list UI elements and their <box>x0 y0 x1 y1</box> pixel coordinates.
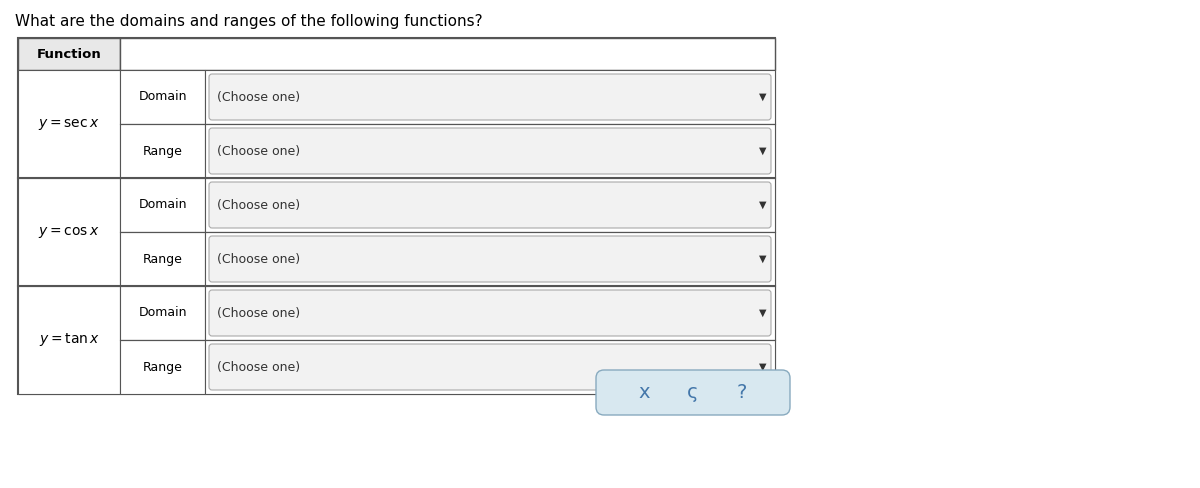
Text: Domain: Domain <box>138 90 187 103</box>
Text: Range: Range <box>143 252 182 265</box>
FancyBboxPatch shape <box>209 128 772 174</box>
Bar <box>120 70 205 124</box>
Bar <box>120 232 205 286</box>
FancyBboxPatch shape <box>209 344 772 390</box>
Text: Range: Range <box>143 361 182 373</box>
Text: x: x <box>638 383 650 402</box>
Text: What are the domains and ranges of the following functions?: What are the domains and ranges of the f… <box>14 14 482 29</box>
Bar <box>120 286 205 340</box>
Text: ς: ς <box>688 383 698 402</box>
Text: Domain: Domain <box>138 199 187 211</box>
Bar <box>205 232 775 286</box>
Bar <box>120 340 205 394</box>
Bar <box>18 70 120 178</box>
Bar <box>205 178 775 232</box>
Bar <box>205 70 775 124</box>
Text: ▼: ▼ <box>758 308 766 318</box>
FancyBboxPatch shape <box>209 74 772 120</box>
Text: ▼: ▼ <box>758 200 766 210</box>
Text: ▼: ▼ <box>758 362 766 372</box>
Text: ▼: ▼ <box>758 92 766 102</box>
Text: Function: Function <box>37 47 101 61</box>
Text: (Choose one): (Choose one) <box>217 252 300 265</box>
Bar <box>18 178 120 286</box>
Text: Range: Range <box>143 144 182 158</box>
Text: (Choose one): (Choose one) <box>217 144 300 158</box>
FancyBboxPatch shape <box>209 182 772 228</box>
Text: Domain: Domain <box>138 306 187 320</box>
Bar <box>205 124 775 178</box>
FancyBboxPatch shape <box>209 236 772 282</box>
Text: $y= \cos x$: $y= \cos x$ <box>38 224 100 240</box>
Text: (Choose one): (Choose one) <box>217 199 300 211</box>
Bar <box>18 286 120 394</box>
FancyBboxPatch shape <box>209 290 772 336</box>
Text: ?: ? <box>737 383 746 402</box>
Text: $y= \tan x$: $y= \tan x$ <box>38 331 100 348</box>
Bar <box>18 38 120 70</box>
Bar <box>120 124 205 178</box>
Text: ▼: ▼ <box>758 254 766 264</box>
Text: (Choose one): (Choose one) <box>217 306 300 320</box>
Text: (Choose one): (Choose one) <box>217 90 300 103</box>
Text: $y= \mathrm{sec}\, x$: $y= \mathrm{sec}\, x$ <box>38 117 100 131</box>
Bar <box>18 38 775 394</box>
Bar <box>120 178 205 232</box>
FancyBboxPatch shape <box>596 370 790 415</box>
Bar <box>205 340 775 394</box>
Text: (Choose one): (Choose one) <box>217 361 300 373</box>
Bar <box>120 38 775 70</box>
Bar <box>205 286 775 340</box>
Text: ▼: ▼ <box>758 146 766 156</box>
